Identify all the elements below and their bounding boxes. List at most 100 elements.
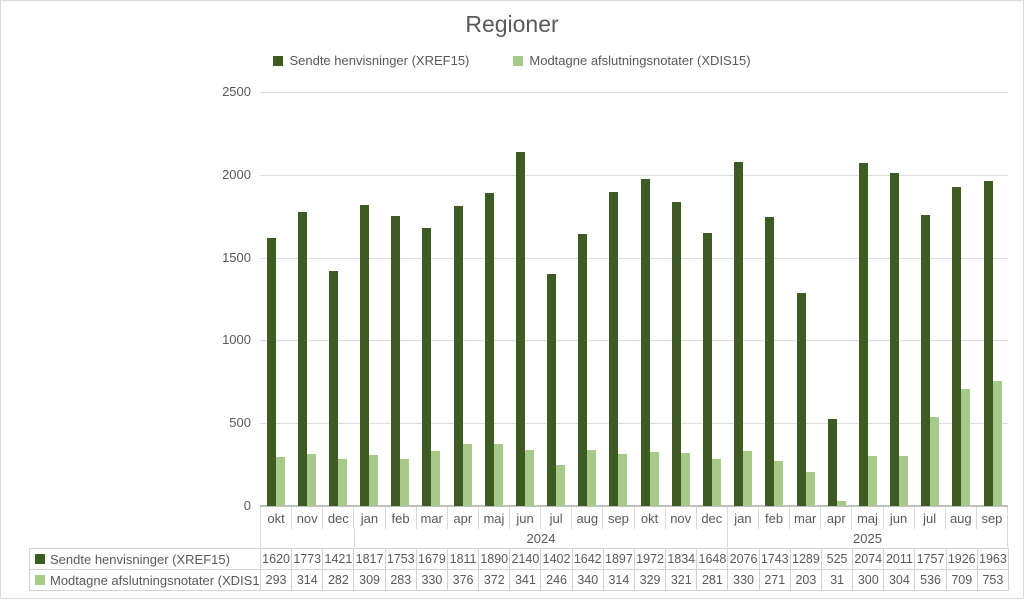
bar-group-4-feb	[385, 92, 416, 506]
bar-group-21-jul	[915, 92, 946, 506]
bar-xref15-okt-0	[266, 237, 276, 506]
bar-xdis15-okt-0	[275, 457, 285, 506]
legend-item-modtagne: Modtagne afslutningsnotater (XDIS15)	[513, 53, 751, 68]
table-legend-swatch	[35, 575, 45, 585]
table-value-xdis15-1: 314	[292, 570, 324, 591]
table-value-xdis15-6: 376	[447, 570, 480, 591]
legend-label: Sendte henvisninger (XREF15)	[289, 53, 470, 68]
bar-group-17-mar	[790, 92, 821, 506]
table-value-xref15-10: 1642	[572, 549, 604, 570]
bar-xdis15-mar-5	[431, 451, 441, 506]
table-value-xdis15-7: 372	[479, 570, 511, 591]
bar-xref15-apr-18	[827, 419, 837, 506]
table-series-label-xdis15: Modtagne afslutningsnotater (XDIS15)	[30, 570, 261, 591]
table-value-xdis15-15: 330	[728, 570, 760, 591]
month-label-4-feb: feb	[384, 507, 416, 529]
bar-xref15-aug-22	[952, 187, 962, 506]
month-label-17-mar: mar	[789, 507, 820, 529]
table-value-xdis15-21: 536	[915, 570, 947, 591]
plot-area	[260, 92, 1008, 506]
month-label-7-maj: maj	[477, 507, 509, 529]
bar-xdis15-maj-7	[493, 444, 503, 506]
table-value-xdis15-0: 293	[261, 570, 293, 591]
month-label-1-nov: nov	[291, 507, 322, 529]
table-value-xdis15-12: 329	[634, 570, 667, 591]
table-value-xref15-12: 1972	[634, 549, 667, 570]
table-value-xdis15-8: 341	[510, 570, 542, 591]
bar-group-19-maj	[852, 92, 883, 506]
month-label-23-sep: sep	[975, 507, 1008, 529]
bar-xref15-jan-15	[734, 162, 744, 506]
table-value-xref15-2: 1421	[323, 549, 355, 570]
y-tick-label-1500: 1500	[222, 249, 251, 265]
month-label-21-jul: jul	[913, 507, 945, 529]
gridline-0	[260, 505, 1008, 506]
month-label-11-sep: sep	[602, 507, 633, 529]
bar-xref15-aug-10	[578, 234, 588, 506]
table-value-xref15-6: 1811	[447, 549, 480, 570]
bar-xref15-dec-14	[702, 233, 712, 506]
table-series-name: Sendte henvisninger (XREF15)	[50, 551, 230, 567]
gridline-500	[260, 423, 1008, 425]
bar-xref15-sep-23	[983, 180, 993, 506]
table-value-xdis15-17: 203	[790, 570, 822, 591]
bar-group-11-sep	[603, 92, 634, 506]
bar-xref15-sep-11	[609, 191, 619, 506]
table-value-xref15-16: 1743	[759, 549, 791, 570]
month-label-22-aug: aug	[944, 507, 976, 529]
table-series-label-xref15: Sendte henvisninger (XREF15)	[30, 549, 261, 570]
bar-group-7-maj	[478, 92, 509, 506]
table-value-xref15-7: 1890	[479, 549, 511, 570]
bar-group-0-okt	[260, 92, 291, 506]
bar-group-3-jan	[354, 92, 385, 506]
table-value-xref15-8: 2140	[510, 549, 542, 570]
table-value-xdis15-20: 304	[884, 570, 916, 591]
bar-group-9-jul	[541, 92, 572, 506]
bar-group-22-aug	[946, 92, 977, 506]
table-value-xdis15-2: 282	[323, 570, 355, 591]
y-tick-label-500: 500	[229, 415, 251, 431]
table-value-xref15-19: 2074	[853, 549, 885, 570]
bar-xref15-jan-3	[360, 205, 370, 506]
bar-xref15-maj-19	[858, 162, 868, 506]
bar-group-23-sep	[977, 92, 1008, 506]
bar-xdis15-aug-10	[587, 449, 597, 506]
table-value-xref15-15: 2076	[728, 549, 760, 570]
legend-item-sendte: Sendte henvisninger (XREF15)	[273, 53, 469, 68]
table-value-xref15-0: 1620	[261, 549, 293, 570]
bar-xref15-dec-2	[328, 270, 338, 506]
bar-xref15-feb-4	[391, 215, 401, 506]
table-value-xdis15-23: 753	[977, 570, 1009, 591]
bar-group-18-apr	[821, 92, 852, 506]
table-value-xdis15-13: 321	[666, 570, 698, 591]
bar-group-8-jun	[509, 92, 540, 506]
bars-container	[260, 92, 1008, 506]
bar-group-16-feb	[759, 92, 790, 506]
table-series-name: Modtagne afslutningsnotater (XDIS15)	[50, 572, 261, 588]
month-label-9-jul: jul	[540, 507, 571, 529]
chart-legend: Sendte henvisninger (XREF15) Modtagne af…	[1, 53, 1023, 68]
bar-xdis15-jul-21	[930, 417, 940, 506]
bar-xref15-jul-21	[921, 215, 931, 506]
month-label-15-jan: jan	[726, 507, 758, 529]
table-value-xref15-4: 1753	[385, 549, 417, 570]
chart-title: Regioner	[465, 11, 559, 37]
table-value-xdis15-14: 281	[697, 570, 729, 591]
bar-xdis15-jul-9	[556, 465, 566, 506]
month-label-3-jan: jan	[353, 507, 384, 529]
gridline-1500	[260, 257, 1008, 259]
table-value-xdis15-5: 330	[416, 570, 448, 591]
table-legend-swatch	[35, 554, 45, 564]
table-value-xref15-14: 1648	[697, 549, 729, 570]
table-value-xdis15-19: 300	[853, 570, 885, 591]
bar-group-10-aug	[572, 92, 603, 506]
month-label-20-jun: jun	[882, 507, 914, 529]
bar-group-13-nov	[665, 92, 696, 506]
bar-group-5-mar	[416, 92, 447, 506]
bar-xref15-okt-12	[640, 179, 650, 506]
table-value-xref15-9: 1402	[541, 549, 573, 570]
bar-xdis15-mar-17	[805, 472, 815, 506]
table-value-xdis15-16: 271	[759, 570, 791, 591]
table-value-xref15-17: 1289	[790, 549, 822, 570]
